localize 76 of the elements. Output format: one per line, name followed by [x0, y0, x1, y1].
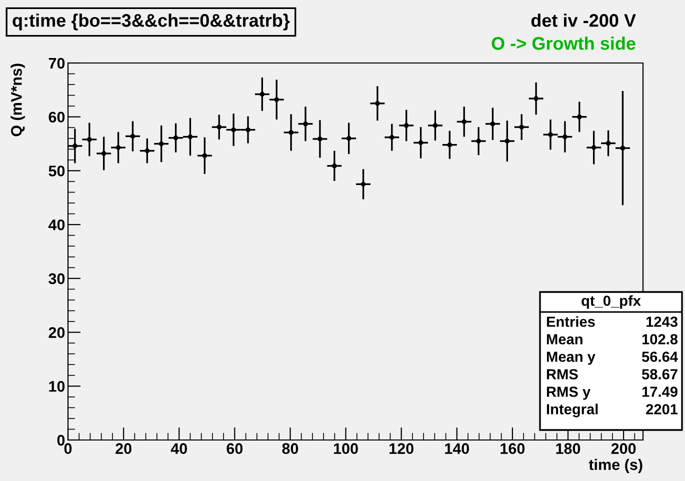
point	[360, 182, 366, 187]
point	[447, 142, 452, 148]
point	[389, 134, 394, 140]
y-tick-label: 10	[49, 381, 65, 392]
x-tick-label: 40	[170, 443, 187, 454]
point	[188, 134, 193, 140]
point	[231, 127, 236, 132]
point	[462, 119, 467, 124]
x-tick-label: 100	[334, 443, 358, 454]
point	[116, 145, 121, 150]
annotation: Mean y	[546, 352, 596, 365]
point	[562, 134, 568, 140]
point	[101, 151, 106, 156]
x-tick-label: 80	[282, 443, 298, 454]
point	[318, 136, 322, 142]
annotation: Integral	[546, 404, 598, 418]
x-tick-label: 120	[390, 443, 414, 454]
x-tick-label: 0	[64, 443, 72, 454]
annotation: Mean	[546, 334, 582, 344]
point	[548, 132, 553, 138]
point	[375, 100, 380, 106]
point	[274, 97, 280, 102]
point	[173, 135, 178, 140]
point	[418, 140, 424, 146]
x-tick-label: 200	[611, 443, 636, 454]
point	[130, 134, 136, 139]
point	[332, 163, 337, 168]
annotation: 17.49	[642, 386, 678, 397]
text: det iv -200 V	[531, 14, 636, 27]
point	[576, 114, 582, 120]
point	[620, 146, 626, 151]
point	[260, 92, 265, 97]
annotation: RMS y	[546, 386, 590, 400]
text: 1243	[646, 316, 678, 327]
point	[346, 136, 352, 141]
y-tick-label: 50	[48, 166, 65, 176]
point	[432, 123, 438, 128]
point	[288, 130, 294, 135]
point	[591, 145, 596, 150]
annotation: qt_0_pfx	[582, 295, 641, 309]
annotation: RMS	[546, 369, 578, 380]
y-tick-label: 30	[48, 273, 65, 284]
annotation: 58.67	[642, 369, 678, 380]
x-axis-title: time (s)	[588, 458, 642, 474]
point	[86, 137, 92, 142]
point	[519, 124, 524, 130]
point	[404, 123, 409, 128]
x-tick-label: 60	[226, 443, 243, 454]
annotation: 102.8	[642, 334, 678, 344]
x-tick-label: 140	[445, 443, 470, 454]
point	[202, 153, 208, 158]
text: 2201	[646, 404, 678, 414]
annotation: 56.64	[642, 352, 678, 362]
y-tick-label: 0	[57, 434, 65, 446]
x-tick-label: 20	[116, 443, 132, 454]
y-tick-label: 60	[48, 112, 65, 123]
point	[534, 96, 538, 101]
y-tick-label: 40	[48, 219, 65, 230]
y-axis-title: Q (mV*ns)	[10, 64, 25, 136]
point	[476, 138, 481, 144]
y-tick-label: 70	[48, 58, 65, 69]
point	[504, 138, 510, 144]
point	[606, 140, 611, 146]
point	[490, 121, 496, 126]
point	[72, 144, 78, 148]
point	[216, 124, 222, 130]
chart-title: q:time {bo==3&&ch==0&&tratrb}	[12, 14, 290, 30]
text: O -> Growth side	[492, 36, 636, 50]
y-tick-label: 20	[48, 327, 65, 338]
point	[158, 141, 164, 146]
point	[144, 148, 150, 154]
x-tick-label: 160	[500, 443, 525, 454]
point	[303, 121, 308, 126]
x-tick-label: 180	[556, 443, 580, 454]
annotation: Entries	[546, 316, 595, 327]
point	[246, 127, 250, 132]
